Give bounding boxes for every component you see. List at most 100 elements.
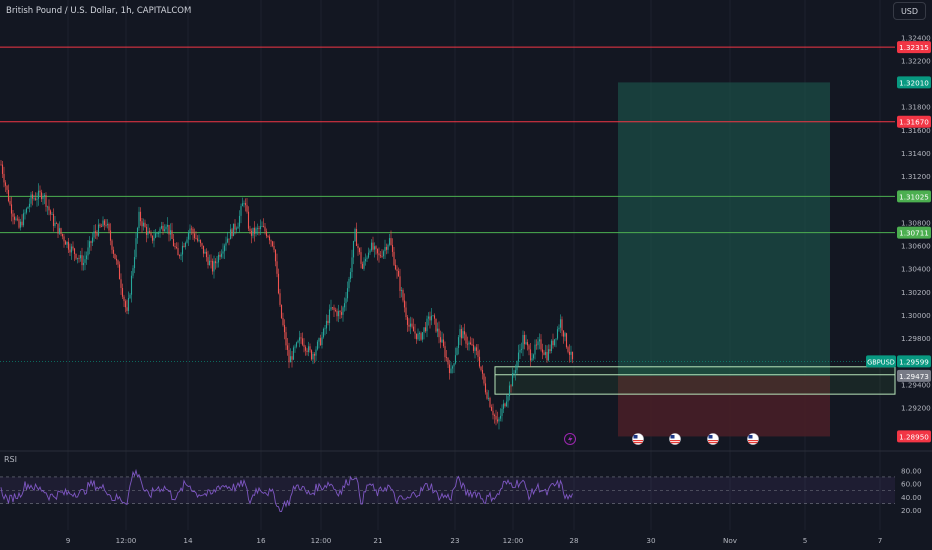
candle-body	[93, 231, 95, 238]
candle-body	[31, 194, 34, 199]
candle-body	[100, 226, 103, 228]
current-price-tag-symbol-bg	[866, 355, 896, 368]
us-flag-icon-stripe	[748, 440, 758, 442]
time-tick-label: 16	[256, 536, 266, 545]
candle-body	[505, 401, 508, 407]
candle-body	[115, 258, 118, 261]
candle-body	[91, 237, 94, 243]
candle-body	[240, 206, 242, 216]
candle-body	[360, 252, 362, 264]
candle-body	[381, 256, 383, 257]
candle-body	[471, 344, 473, 345]
candle-body	[369, 250, 371, 253]
candle-body	[456, 347, 458, 356]
candle-body	[9, 201, 11, 205]
target-price-tag-bg	[897, 76, 931, 89]
candle-body	[496, 419, 499, 422]
candle-body	[136, 227, 139, 239]
candle-body	[495, 416, 497, 420]
candle-body	[246, 205, 248, 212]
candle-body	[123, 296, 125, 302]
candle-body	[111, 240, 113, 250]
candle-body	[442, 339, 445, 347]
candle-body	[21, 221, 23, 226]
candle-body	[553, 339, 556, 346]
candle-body	[417, 333, 419, 340]
candle-body	[102, 220, 104, 227]
price-tag-bg	[897, 115, 931, 128]
candle-body	[112, 249, 115, 254]
candle-body	[400, 290, 403, 291]
candle-body	[427, 316, 430, 319]
candle-body	[453, 363, 455, 367]
candle-body	[367, 252, 370, 258]
candle-body	[517, 352, 520, 362]
time-tick-label: 7	[878, 536, 883, 545]
candle-body	[4, 182, 7, 186]
candle-body	[66, 241, 68, 245]
candle-body	[61, 234, 64, 237]
current-price-tag: 1.29599 GBPUSD	[866, 355, 931, 368]
candle-body	[210, 260, 212, 262]
candle-body	[547, 349, 550, 361]
candle-body	[370, 242, 373, 251]
candle-body	[538, 339, 541, 342]
candle-body	[145, 227, 148, 235]
candle-body	[271, 241, 274, 246]
profit-zone	[618, 82, 830, 376]
candle-body	[172, 239, 175, 247]
candle-body	[436, 328, 439, 332]
candle-body	[169, 230, 172, 235]
candle-body	[204, 251, 206, 254]
candle-body	[433, 315, 436, 319]
candle-body	[382, 251, 385, 257]
candle-body	[103, 220, 106, 225]
current-price-tag-bg	[897, 355, 931, 368]
time-tick-label: 12:00	[503, 536, 524, 545]
candle-body	[106, 223, 109, 226]
candle-body	[43, 195, 46, 197]
candle-body	[279, 293, 281, 305]
candle-body	[414, 331, 416, 334]
candle-body	[306, 350, 308, 352]
candle-body	[228, 238, 230, 240]
candle-body	[205, 251, 208, 258]
candle-body	[460, 329, 463, 339]
price-tag-resistance: 1.31670	[897, 115, 931, 128]
currency-selector[interactable]: USD	[893, 2, 926, 20]
candle-body	[3, 173, 5, 183]
candle-body	[238, 215, 241, 227]
candle-body	[73, 248, 76, 254]
price-tick-label: 1.29200	[901, 404, 931, 413]
candle-body	[396, 269, 398, 272]
candle-body	[556, 329, 559, 339]
candle-body	[330, 307, 332, 310]
candle-body	[391, 244, 394, 252]
candle-body	[558, 327, 560, 330]
candle-body	[267, 236, 269, 237]
candle-body	[511, 373, 514, 387]
candle-body	[7, 189, 10, 202]
candle-body	[445, 357, 448, 358]
candle-body	[352, 241, 355, 258]
candle-body	[327, 320, 329, 323]
candle-body	[229, 229, 232, 240]
candle-body	[217, 254, 220, 263]
candle-body	[282, 318, 284, 326]
candle-body	[244, 203, 247, 206]
candle-body	[6, 185, 8, 190]
candle-body	[301, 338, 304, 345]
candle-body	[435, 318, 437, 332]
candle-body	[222, 251, 224, 254]
us-flag-icon	[632, 433, 644, 445]
candle-body	[49, 210, 52, 215]
candle-body	[480, 366, 482, 371]
candle-body	[13, 216, 16, 220]
candle-body	[256, 228, 259, 230]
candle-body	[358, 248, 361, 253]
candle-body	[64, 241, 67, 245]
price-tag-text: 1.30711	[899, 229, 929, 238]
candle-body	[345, 298, 347, 304]
candle-body	[298, 337, 301, 341]
